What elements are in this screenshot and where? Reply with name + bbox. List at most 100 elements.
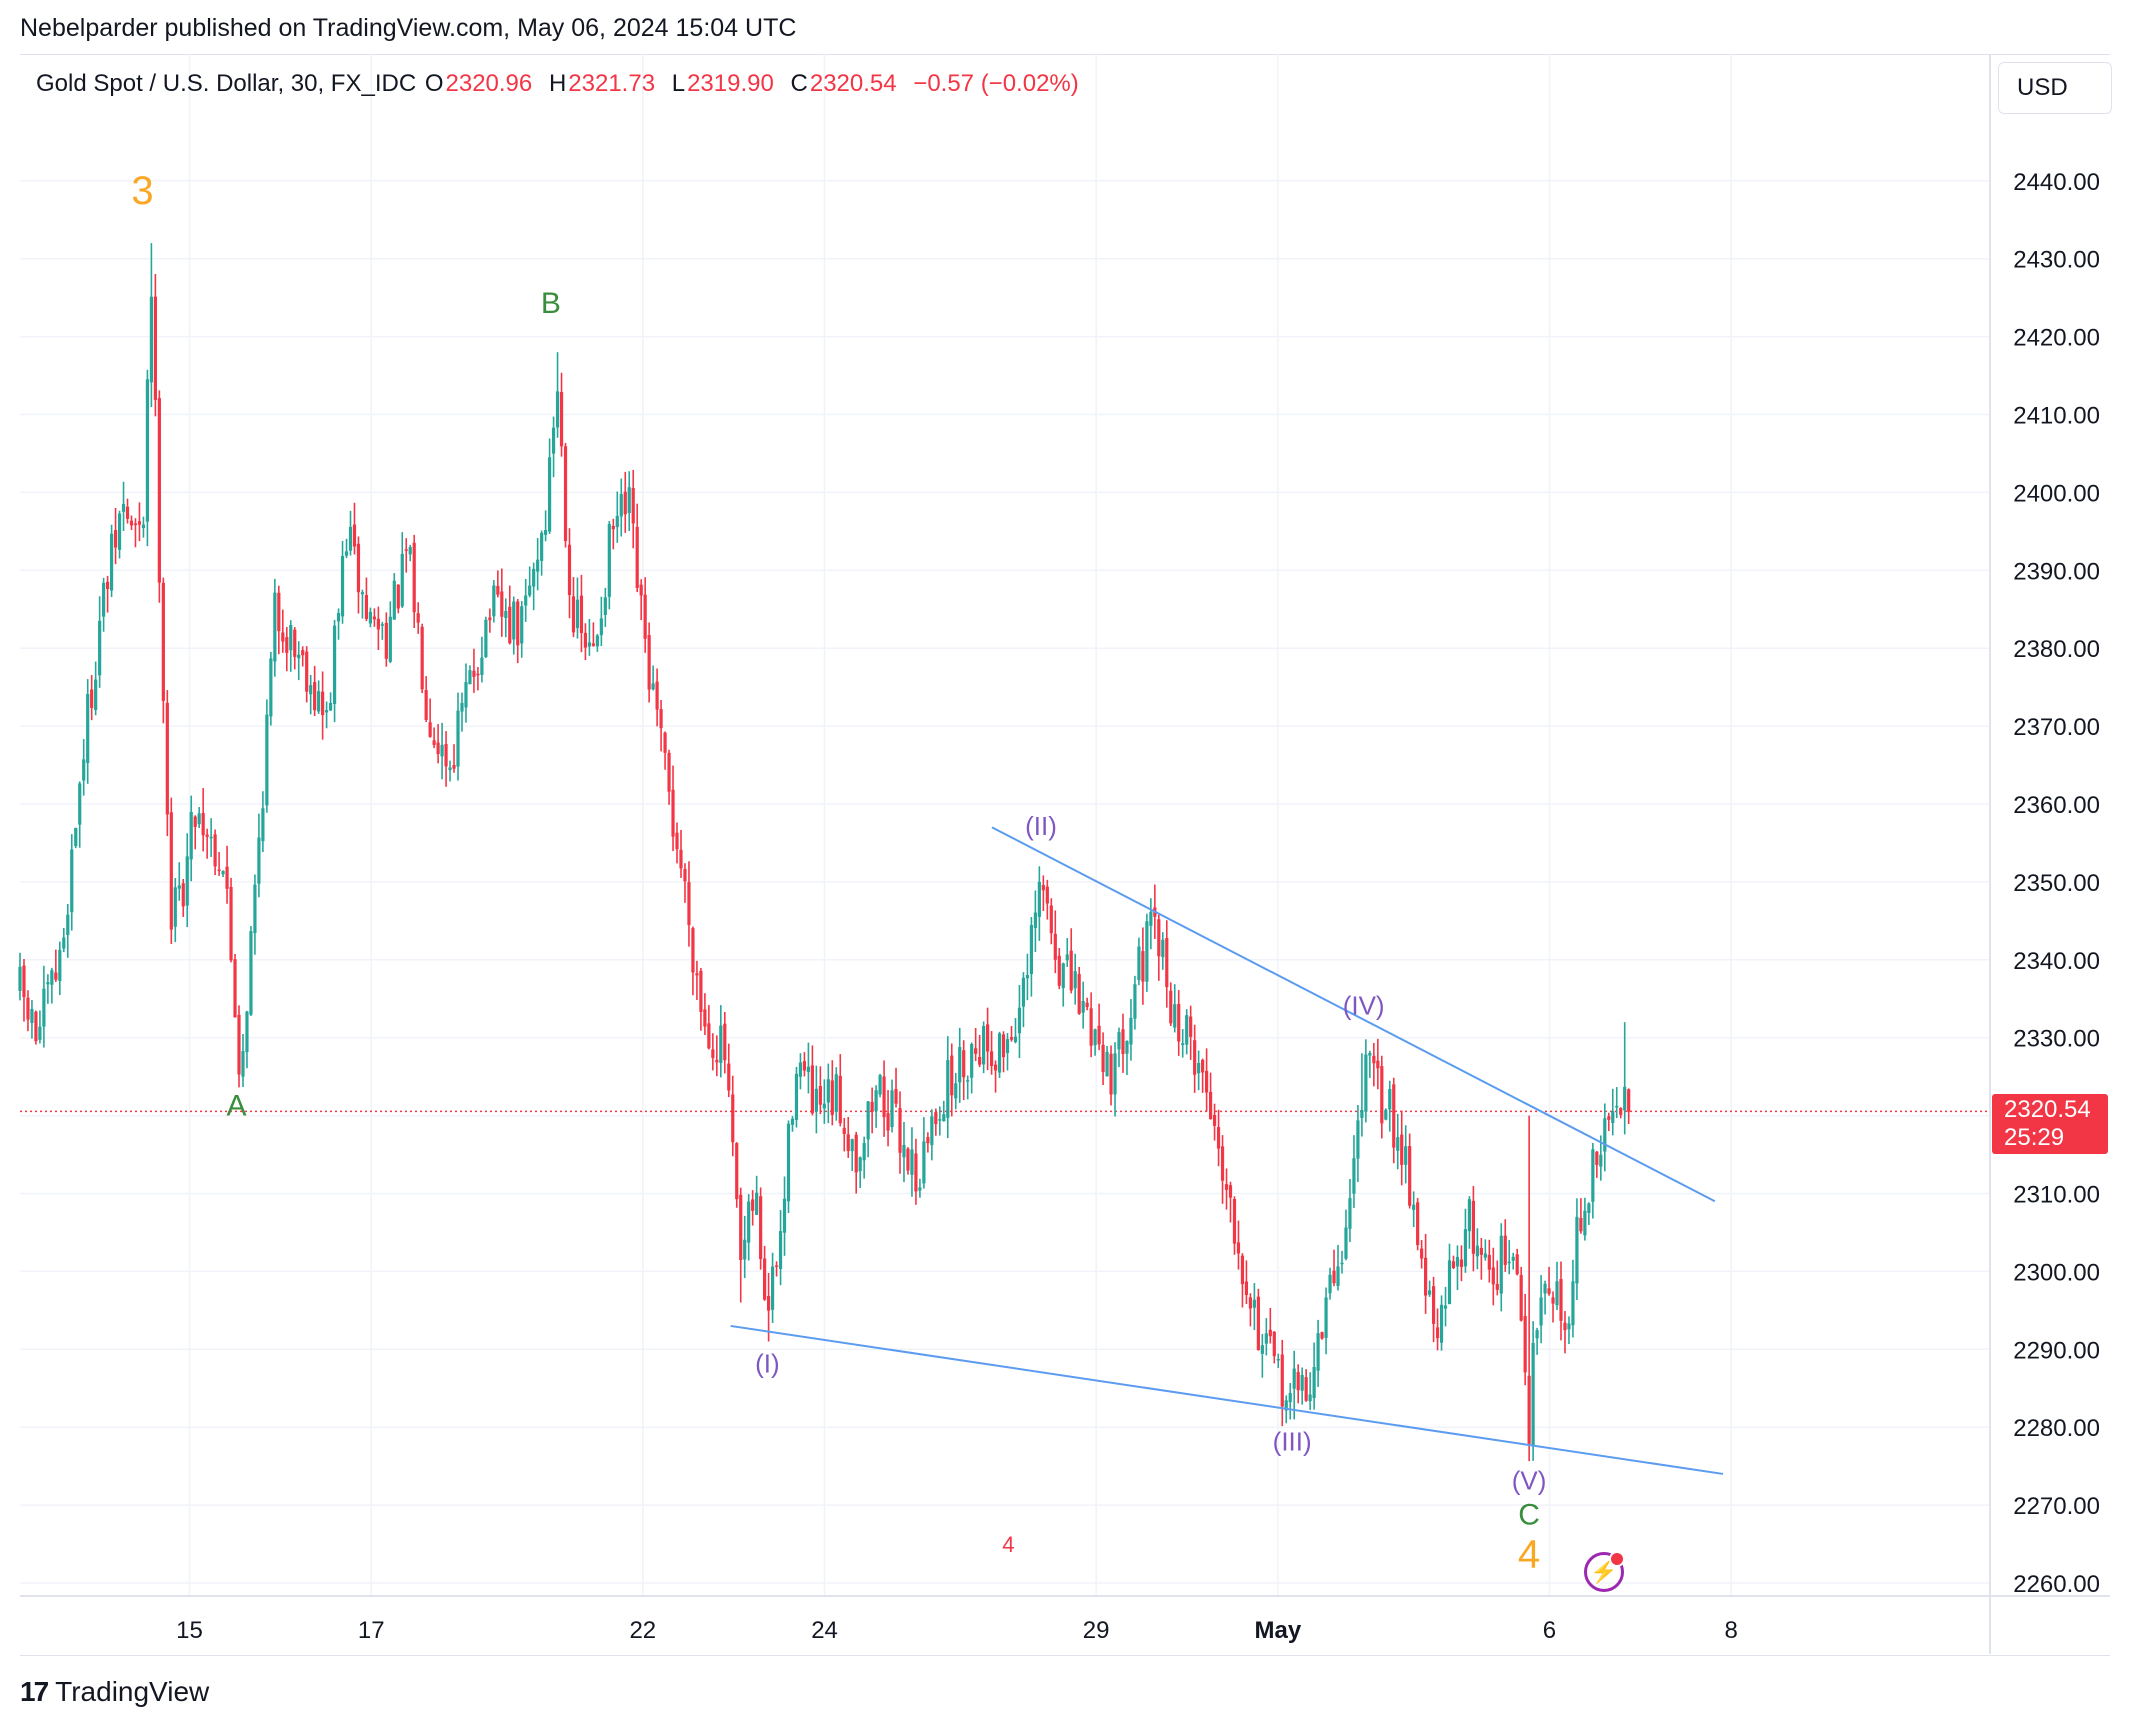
candle-body xyxy=(253,884,257,934)
candle-body xyxy=(786,1123,791,1202)
candle-body xyxy=(516,601,520,646)
candle-body xyxy=(62,937,66,949)
candle-body xyxy=(209,836,213,839)
candle-body xyxy=(1404,1146,1408,1165)
candle-body xyxy=(1272,1331,1276,1357)
candle-body xyxy=(1021,977,1026,1007)
symbol-label[interactable]: Gold Spot / U.S. Dollar, 30, FX_IDC xyxy=(36,70,417,97)
candle-body xyxy=(1372,1055,1376,1064)
candle-body xyxy=(1069,950,1073,991)
candle-body xyxy=(890,1090,894,1128)
candle-body xyxy=(1475,1245,1479,1257)
candle-body xyxy=(794,1073,799,1120)
candle-body xyxy=(420,626,424,690)
tradingview-logo[interactable]: 17 TradingView xyxy=(20,1676,209,1708)
candle-body xyxy=(360,592,365,595)
candle-body xyxy=(265,714,269,806)
candle-body xyxy=(177,885,181,889)
candle-body xyxy=(1451,1261,1456,1269)
candle-body xyxy=(870,1101,874,1112)
candle-body xyxy=(452,764,456,769)
candle-body xyxy=(1332,1270,1336,1284)
candle-body xyxy=(301,650,305,656)
candle-body xyxy=(727,1063,731,1091)
candle-body xyxy=(886,1113,890,1131)
candle-body xyxy=(504,610,508,619)
candle-body xyxy=(902,1144,906,1158)
candle-body xyxy=(297,654,301,659)
candle-body xyxy=(1455,1256,1460,1267)
y-tick-label: 2330.00 xyxy=(2013,1026,2100,1053)
candle-body xyxy=(416,613,420,623)
candle-body xyxy=(547,457,552,532)
candle-body xyxy=(894,1088,898,1104)
candle-body xyxy=(1579,1217,1583,1232)
candle-body xyxy=(392,580,396,620)
y-tick-label: 2280.00 xyxy=(2013,1415,2100,1442)
candle-body xyxy=(317,691,321,712)
candle-body xyxy=(1623,1086,1627,1111)
candle-body xyxy=(591,643,595,646)
chart-grid xyxy=(20,54,1990,1596)
candle-body xyxy=(810,1065,814,1114)
candle-body xyxy=(432,740,436,745)
candle-body xyxy=(1611,1111,1615,1124)
candle-body xyxy=(229,886,233,961)
candle-body xyxy=(1380,1066,1384,1124)
wave-labels: 3AB(I)(II)(III)(IV)(V)C44 xyxy=(131,169,1546,1576)
currency-button[interactable]: USD xyxy=(1998,62,2112,114)
candle-body xyxy=(974,1048,978,1054)
candle-body xyxy=(424,690,428,720)
candle-body xyxy=(874,1090,878,1112)
wave-label: C xyxy=(1518,1499,1540,1532)
candle-body xyxy=(50,970,54,985)
candle-body xyxy=(18,966,22,991)
candle-body xyxy=(1344,1227,1348,1259)
candle-body xyxy=(954,1083,958,1099)
candle-body xyxy=(1627,1089,1631,1112)
candle-body xyxy=(1376,1060,1380,1069)
candle-body xyxy=(1169,990,1173,1024)
candle-body xyxy=(225,866,229,889)
candle-body xyxy=(328,703,333,711)
candle-body xyxy=(1276,1358,1280,1361)
candle-body xyxy=(1539,1297,1543,1326)
candle-body xyxy=(1065,954,1069,961)
candle-body xyxy=(1017,1007,1022,1034)
candle-body xyxy=(1591,1149,1595,1202)
candle-body xyxy=(125,506,130,519)
candle-body xyxy=(918,1187,922,1191)
candle-body xyxy=(221,871,225,875)
candle-body xyxy=(854,1134,858,1173)
trendlines xyxy=(730,826,1724,1475)
candle-body xyxy=(1312,1366,1316,1399)
candle-body xyxy=(850,1139,854,1152)
candle-body xyxy=(1531,1342,1535,1446)
candle-body xyxy=(78,783,82,825)
candle-body xyxy=(74,827,78,847)
candle-body xyxy=(1161,939,1165,958)
candle-body xyxy=(695,973,699,976)
close-value: 2320.54 xyxy=(809,70,897,97)
candle-body xyxy=(1105,1051,1109,1077)
y-tick-label: 2410.00 xyxy=(2013,403,2100,430)
candle-body xyxy=(281,632,285,642)
candle-body xyxy=(834,1074,838,1112)
candle-body xyxy=(930,1116,934,1146)
candle-body xyxy=(1416,1202,1420,1246)
candle-body xyxy=(82,759,86,781)
candle-body xyxy=(1412,1204,1416,1210)
lightning-icon[interactable]: ⚡ xyxy=(1584,1551,1625,1592)
candle-body xyxy=(1029,924,1034,975)
y-tick-label: 2380.00 xyxy=(2013,636,2100,663)
candle-body xyxy=(1268,1329,1272,1337)
candle-body xyxy=(639,584,643,596)
candle-body xyxy=(1392,1084,1396,1148)
candle-body xyxy=(866,1101,870,1140)
candle-body xyxy=(1256,1296,1260,1351)
candle-body xyxy=(1467,1199,1472,1232)
candle-body xyxy=(1177,1003,1181,1042)
candle-body xyxy=(480,657,484,675)
candle-body xyxy=(66,914,70,935)
